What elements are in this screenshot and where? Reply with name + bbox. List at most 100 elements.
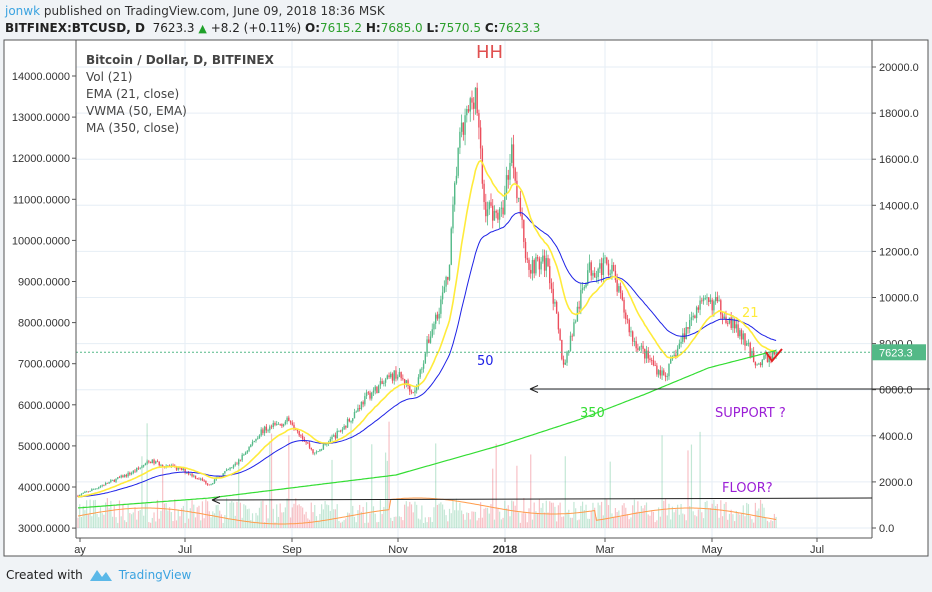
volume-bar <box>575 508 577 528</box>
volume-bar <box>117 522 119 528</box>
candle-body <box>775 352 777 355</box>
last-price-badge <box>872 344 926 361</box>
volume-bar <box>284 507 286 528</box>
candle-body <box>334 435 337 439</box>
candle-body <box>485 202 487 217</box>
volume-bar <box>602 515 604 528</box>
volume-bar <box>621 505 623 528</box>
candle-body <box>357 408 359 412</box>
volume-bar <box>550 502 553 528</box>
candle-body <box>218 476 221 478</box>
candle-body <box>269 426 271 431</box>
volume-bar <box>345 518 347 528</box>
candle-body <box>649 358 651 360</box>
candle-body <box>129 472 131 475</box>
volume-bar <box>668 503 670 528</box>
candle-body <box>588 262 591 271</box>
candle-body <box>198 478 200 480</box>
volume-bar <box>239 502 242 528</box>
candle-body <box>96 488 98 490</box>
volume-bar <box>276 504 278 528</box>
candle-body <box>663 370 665 376</box>
volume-bar <box>637 501 639 528</box>
volume-bar <box>725 502 727 528</box>
candle-body <box>721 314 724 319</box>
volume-bar <box>473 511 475 528</box>
candle-body <box>702 298 705 302</box>
author-link[interactable]: jonwk <box>5 4 41 18</box>
candle-body <box>383 382 385 384</box>
volume-bar <box>393 516 395 528</box>
volume-bars <box>77 420 777 528</box>
candle-body <box>144 463 147 466</box>
candle-body <box>630 331 632 333</box>
candle-body <box>708 297 710 303</box>
volume-bar <box>552 502 554 528</box>
volume-bar <box>673 512 675 528</box>
volume-bar <box>103 514 105 528</box>
volume-bar <box>113 504 115 528</box>
volume-bar <box>386 460 388 528</box>
volume-bar <box>678 514 680 528</box>
candle-body <box>80 493 83 495</box>
candle-body <box>628 319 630 333</box>
candle-body <box>419 369 421 378</box>
volume-bar <box>134 507 136 528</box>
volume-bar <box>556 521 558 528</box>
candle-body <box>371 392 373 399</box>
volume-bar <box>343 520 345 528</box>
volume-bar <box>578 519 580 528</box>
volume-bar <box>701 512 703 528</box>
volume-bar <box>232 502 235 528</box>
volume-bar <box>524 513 527 528</box>
right-axis-label: 16000.0 <box>879 154 919 166</box>
candle-body <box>177 467 179 470</box>
candle-body <box>115 478 117 482</box>
candle-body <box>728 317 731 324</box>
volume-bar <box>423 522 425 528</box>
candle-body <box>381 381 383 384</box>
candle-body <box>369 392 371 399</box>
candle-body <box>336 430 338 439</box>
candle-body <box>238 459 240 465</box>
volume-bar <box>630 517 632 528</box>
volume-bar <box>148 522 150 528</box>
volume-bar <box>205 499 207 528</box>
candle-body <box>232 465 235 468</box>
volume-bar <box>585 504 587 528</box>
candle-body <box>614 270 617 281</box>
volume-bar <box>654 522 656 528</box>
close-value: 7623.3 <box>498 21 541 35</box>
volume-bar <box>481 517 483 528</box>
x-axis-label: Mar <box>596 544 615 556</box>
volume-bar <box>483 508 485 528</box>
candle-body <box>593 273 596 278</box>
volume-bar <box>369 513 371 528</box>
candle-body <box>85 491 88 493</box>
candle-body <box>685 327 687 340</box>
tradingview-link[interactable]: TradingView <box>118 568 192 582</box>
candle-body <box>445 276 447 287</box>
candle-body <box>182 468 185 471</box>
volume-bar <box>753 522 755 528</box>
volume-bar <box>167 510 169 528</box>
volume-bar <box>87 514 89 528</box>
volume-bar <box>457 510 459 528</box>
candle-body <box>607 263 610 275</box>
volume-bar <box>478 517 480 528</box>
candle-body <box>495 210 497 213</box>
candle-body <box>618 286 620 292</box>
volume-bar <box>336 504 338 528</box>
candle-body <box>277 423 280 425</box>
candle-body <box>395 370 397 379</box>
footer: Created with TradingView <box>6 567 191 583</box>
volume-bar <box>566 512 568 528</box>
annotations: HH 50 21 350 SUPPORT ? FLOOR? <box>211 42 930 504</box>
support-label: SUPPORT ? <box>715 406 786 421</box>
candle-body <box>225 469 228 472</box>
volume-bar <box>355 522 357 528</box>
candle-body <box>139 467 141 469</box>
candle-body <box>701 300 703 302</box>
chart-title: Bitcoin / Dollar, D, BITFINEX <box>86 53 275 67</box>
